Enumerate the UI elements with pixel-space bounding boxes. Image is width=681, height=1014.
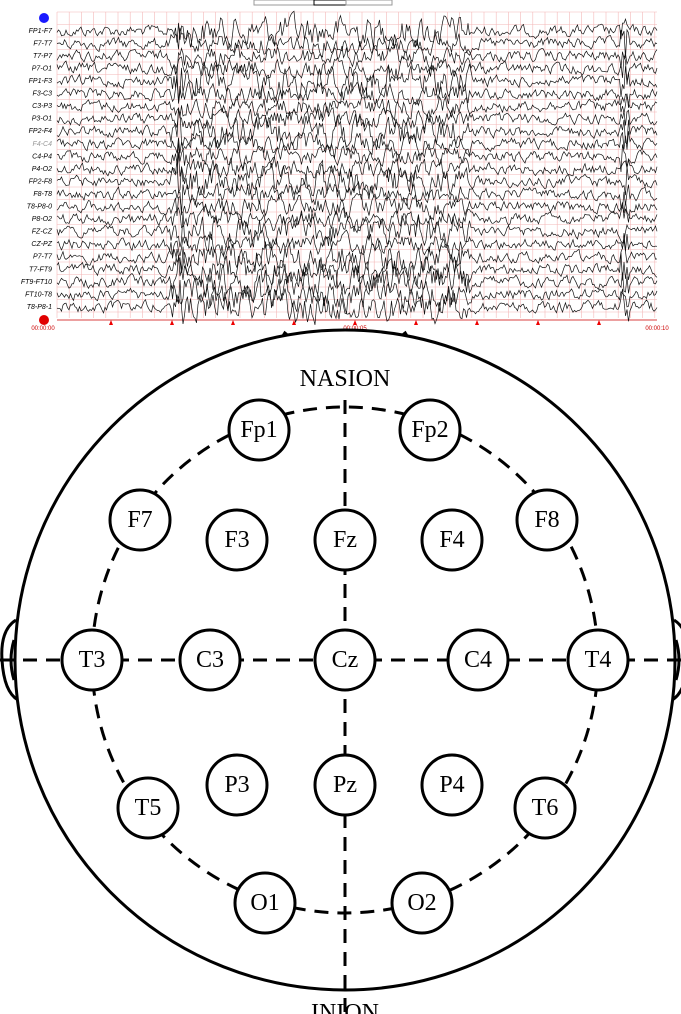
electrode-label: Fp2 — [411, 417, 448, 443]
electrode-label: T4 — [585, 647, 612, 673]
electrode-label: C3 — [196, 647, 224, 673]
channel-label: F7-T7 — [33, 40, 53, 47]
channel-label: C3-P3 — [32, 103, 52, 110]
electrode-label: T3 — [79, 647, 106, 673]
tick-marker — [475, 320, 479, 325]
electrode-label: T6 — [532, 795, 559, 821]
electrode-label: C4 — [464, 647, 492, 673]
grid — [57, 12, 657, 325]
channel-label: CZ-PZ — [31, 241, 52, 248]
electrode-label: F3 — [224, 527, 249, 553]
electrode-label: Pz — [333, 772, 357, 798]
channel-label: P4-O2 — [32, 166, 52, 173]
electrode-label: P4 — [439, 772, 464, 798]
eeg-trace — [57, 230, 657, 257]
tick-marker — [414, 320, 418, 325]
channel-label: F8-T8 — [33, 191, 52, 198]
eeg-trace — [57, 107, 657, 137]
eeg-trace — [57, 142, 657, 172]
electrode-label: F4 — [439, 527, 464, 553]
eeg-trace — [57, 249, 657, 288]
channel-label: FP2-F4 — [29, 128, 52, 135]
channel-label: F3-C3 — [33, 91, 53, 98]
channel-label: FT10-T8 — [25, 291, 52, 298]
channel-label: C4-P4 — [32, 153, 52, 160]
electrode-label: Fz — [333, 527, 357, 553]
channel-label: P7-T7 — [33, 254, 53, 261]
inion-label: INION — [311, 1000, 379, 1014]
time-label: 00:00:00 — [31, 326, 55, 332]
channel-label: P7-O1 — [32, 65, 52, 72]
toolbar-button[interactable] — [314, 0, 346, 5]
channel-label: T7-FT9 — [29, 266, 52, 273]
electrode-label: O2 — [407, 890, 436, 916]
channel-label: FP1-F7 — [29, 28, 53, 35]
channel-label: F4-C4 — [33, 141, 53, 148]
electrode-label: T5 — [135, 795, 162, 821]
electrode-label: Cz — [332, 647, 359, 673]
start-marker[interactable] — [39, 13, 49, 23]
end-marker[interactable] — [39, 315, 49, 325]
eeg-trace — [57, 64, 657, 104]
electrode-label: P3 — [224, 772, 249, 798]
channel-label: T8-P8-0 — [27, 204, 52, 211]
tick-marker — [536, 320, 540, 325]
page: FP1-F7 F7-T7 T7-P7 P7-O1 FP1-F3 F3-C3 C3-P3 P3-… — [0, 0, 681, 1014]
nasion-label: NASION — [300, 366, 391, 392]
channel-label: T7-P7 — [33, 53, 53, 60]
traces — [57, 11, 657, 325]
tick-marker — [597, 320, 601, 325]
eeg-trace — [57, 201, 657, 232]
channel-label: FP1-F3 — [29, 78, 52, 85]
channel-label: T8-P8-1 — [27, 304, 52, 311]
tick-marker — [109, 320, 113, 325]
channel-label: P3-O1 — [32, 116, 52, 123]
electrode-label: F8 — [534, 507, 559, 533]
eeg-trace — [57, 56, 657, 85]
eeg-panel: FP1-F7 F7-T7 T7-P7 P7-O1 FP1-F3 F3-C3 C3-P3 P3-… — [21, 0, 669, 332]
electrode-label: F7 — [127, 507, 152, 533]
channel-label: FT9-FT10 — [21, 279, 52, 286]
electrode-label: O1 — [250, 890, 279, 916]
toolbar-button[interactable] — [346, 0, 392, 5]
eeg-trace — [57, 131, 657, 158]
head-diagram: NASION INION Fp1 Fp2 F7 F3 Fz F4 F8 T3 C3 Cz C4 T4 T… — [0, 330, 681, 1014]
tick-marker — [353, 320, 357, 325]
eeg-trace — [57, 193, 657, 222]
tick-marker — [231, 320, 235, 325]
channel-label: P8-O2 — [32, 216, 52, 223]
time-label: 00:00:10 — [645, 326, 669, 332]
toolbar-button[interactable] — [254, 0, 314, 5]
electrode-label: Fp1 — [240, 417, 277, 443]
channel-label: FP2-F8 — [29, 178, 52, 185]
channel-label: FZ-CZ — [32, 229, 53, 236]
eeg-trace — [57, 44, 657, 74]
tick-marker — [170, 320, 174, 325]
